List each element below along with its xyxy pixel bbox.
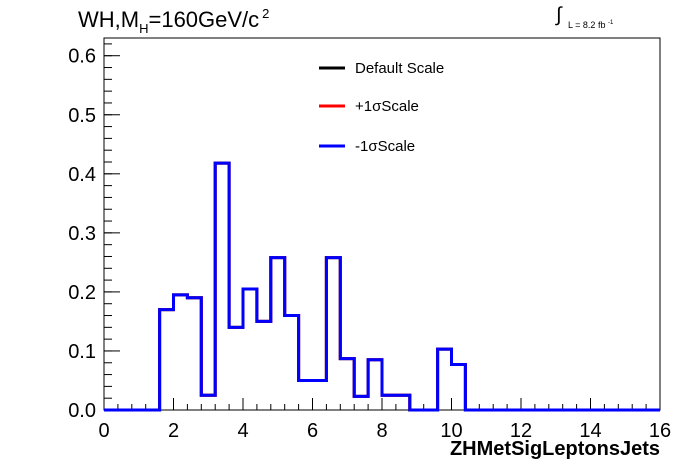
title-subscript: H xyxy=(139,21,149,36)
chart-title: WH,MH=160GeV/c 2 xyxy=(78,6,269,36)
x-tick-label: 14 xyxy=(579,420,601,442)
title-rest: =160GeV/c xyxy=(148,7,260,32)
x-axis-label: ZHMetSigLeptonsJets xyxy=(449,438,660,460)
legend-label-1: Default Scale xyxy=(355,60,444,77)
legend: Default Scale +1σScale -1σScale xyxy=(319,60,444,155)
x-tick-label: 4 xyxy=(237,420,248,442)
series-line-3 xyxy=(104,161,660,412)
x-tick-label: 10 xyxy=(440,420,462,442)
x-tick-label: 0 xyxy=(98,420,109,442)
y-tick-label: 0.0 xyxy=(68,400,96,422)
y-tick-label: 0.4 xyxy=(68,164,96,186)
y-tick-label: 0.6 xyxy=(68,46,96,68)
y-tick-label: 0.1 xyxy=(68,341,96,363)
luminosity-unit-exponent: -1 xyxy=(607,20,614,26)
x-tick-label: 8 xyxy=(376,420,387,442)
legend-label-2: +1σScale xyxy=(355,98,419,115)
legend-label-3: -1σScale xyxy=(355,138,415,155)
integral-symbol: ∫ xyxy=(556,4,562,26)
plot-frame xyxy=(103,37,661,411)
x-tick-label: 16 xyxy=(649,420,671,442)
y-tick-label: 0.5 xyxy=(68,105,96,127)
x-tick-label: 12 xyxy=(510,420,532,442)
y-tick-label: 0.3 xyxy=(68,223,96,245)
luminosity-text: L = 8.2 fb xyxy=(568,20,606,30)
y-tick-label: 0.2 xyxy=(68,282,96,304)
x-tick-label: 6 xyxy=(307,420,318,442)
x-tick-label: 2 xyxy=(168,420,179,442)
title-main: WH,M xyxy=(78,7,140,32)
title-superscript: 2 xyxy=(262,6,270,21)
